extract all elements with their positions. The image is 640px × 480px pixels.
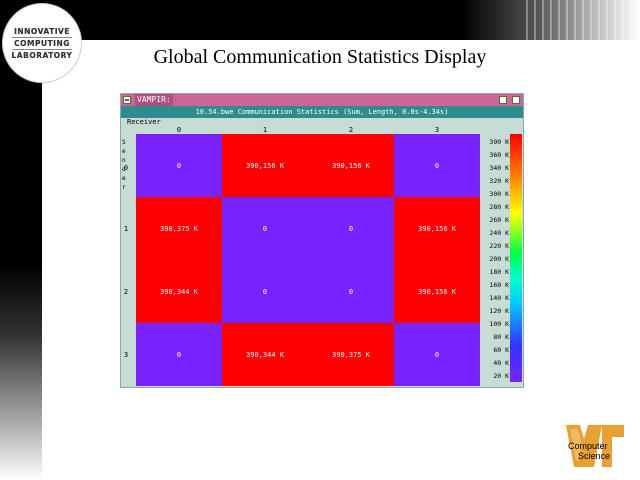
scale-label: 100 K [489, 320, 509, 328]
top-decor-band [0, 0, 640, 40]
row-label: 2 [123, 288, 129, 296]
matrix-cell[interactable]: 390,156 K [308, 134, 394, 197]
matrix-cell[interactable]: 390,344 K [136, 260, 222, 323]
sender-label: S e n d e r [122, 138, 128, 192]
scale-label: 120 K [489, 307, 509, 315]
matrix-cell[interactable]: 0 [394, 323, 480, 386]
matrix-cell[interactable]: 390,156 K [394, 260, 480, 323]
logo-line3: LABORATORY [11, 50, 73, 60]
top-stripes [520, 0, 640, 40]
stats-header: 10.54.bwe Communication Statistics (Sum,… [121, 106, 523, 118]
sender-letter: r [122, 184, 126, 191]
matrix-cell[interactable]: 0 [136, 134, 222, 197]
matrix-cell[interactable]: 0 [394, 134, 480, 197]
cs-logo-line2: Science [578, 451, 610, 461]
column-label: 2 [348, 126, 354, 134]
scale-label: 390 K [489, 138, 509, 146]
window-menu-icon[interactable] [123, 96, 131, 104]
matrix-cell[interactable]: 390,375 K [136, 197, 222, 260]
matrix-cell[interactable]: 0 [308, 260, 394, 323]
row-label: 3 [123, 351, 129, 359]
scale-label: 180 K [489, 268, 509, 276]
maximize-button[interactable] [512, 96, 520, 104]
scale-label: 80 K [493, 333, 509, 341]
matrix-cell[interactable]: 0 [222, 197, 308, 260]
computer-science-logo: Computer Science [566, 425, 624, 467]
matrix-cell[interactable]: 390,156 K [394, 197, 480, 260]
sender-letter: e [122, 148, 126, 155]
logo-divider [12, 48, 72, 50]
logo-divider [12, 36, 72, 38]
matrix-cell[interactable]: 0 [222, 260, 308, 323]
scale-label: 220 K [489, 242, 509, 250]
column-label: 1 [262, 126, 268, 134]
window-titlebar[interactable]: VAMPIR: [121, 94, 523, 106]
scale-label: 240 K [489, 229, 509, 237]
matrix-cell[interactable]: 390,156 K [222, 134, 308, 197]
window-title: VAMPIR: [135, 94, 173, 106]
row-label: 0 [123, 164, 129, 172]
scale-label: 260 K [489, 216, 509, 224]
row-label: 1 [123, 225, 129, 233]
cs-logo-line1: Computer [568, 441, 608, 451]
matrix-cell[interactable]: 390,375 K [308, 323, 394, 386]
innovative-computing-lab-logo: INNOVATIVE COMPUTING LABORATORY [2, 3, 82, 83]
minimize-button[interactable] [499, 96, 507, 104]
cs-logo-graphic: Computer Science [566, 425, 624, 467]
sender-letter: e [122, 175, 126, 182]
column-label: 3 [434, 126, 440, 134]
matrix-cell[interactable]: 390,344 K [222, 323, 308, 386]
scale-label: 280 K [489, 203, 509, 211]
logo-line1: INNOVATIVE [14, 26, 70, 36]
sender-letter: d [122, 166, 126, 173]
column-label: 0 [176, 126, 182, 134]
matrix-cell[interactable]: 0 [308, 197, 394, 260]
scale-label: 160 K [489, 281, 509, 289]
color-scale-bar [510, 134, 522, 382]
scale-label: 320 K [489, 177, 509, 185]
logo-line2: COMPUTING [14, 38, 70, 48]
vampir-window: VAMPIR: 10.54.bwe Communication Statisti… [120, 93, 524, 388]
matrix-cell[interactable]: 0 [136, 323, 222, 386]
scale-label: 40 K [493, 359, 509, 367]
sender-letter: n [122, 157, 126, 164]
scale-label: 20 K [493, 372, 509, 380]
scale-label: 300 K [489, 190, 509, 198]
scale-label: 140 K [489, 294, 509, 302]
receiver-label: Receiver [127, 118, 161, 126]
scale-label: 340 K [489, 164, 509, 172]
slide-title: Global Communication Statistics Display [153, 46, 487, 68]
scale-label: 200 K [489, 255, 509, 263]
sender-letter: S [122, 139, 126, 146]
scale-label: 360 K [489, 151, 509, 159]
scale-label: 60 K [493, 346, 509, 354]
